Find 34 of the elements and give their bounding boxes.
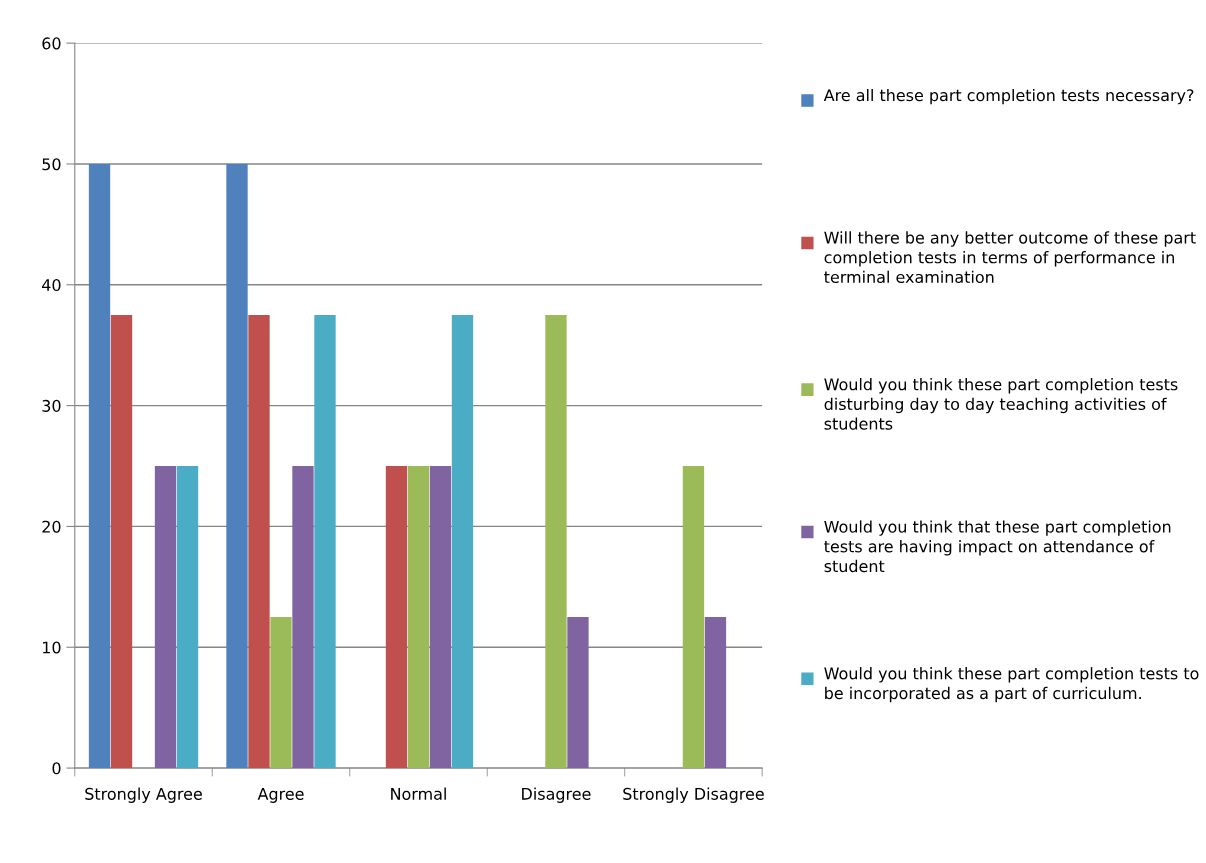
legend-label: Would you think that these part completion tests are having impact on attendance of student [824,520,1171,573]
y-tick-label: 40 [42,279,61,292]
bar [407,466,430,769]
x-tick-label: Strongly Disagree [623,787,764,803]
legend-label: Would you think these part completion tests to be incorporated as a part of curriculum. [824,667,1199,703]
x-tick-label: Agree [257,788,304,803]
legend-label: Will there be any better outcome of these part completion tests in terms of performance in terminal examination [824,231,1196,284]
x-tick-label: Strongly Agree [85,787,202,803]
bar [176,466,199,769]
y-tick-label: 30 [42,399,61,412]
y-tick-label: 10 [43,641,61,654]
bar [385,466,408,769]
legend-label: Are all these part completion tests necessary? [823,88,1194,105]
bar [270,617,292,769]
bar [110,315,133,769]
y-tick-label: 0 [52,762,61,775]
bar [314,315,336,769]
bar [248,315,270,769]
y-tick-label: 60 [42,37,61,50]
bar [226,163,248,769]
y-tick-label: 20 [42,520,61,533]
legend-label: Would you think these part completion tests disturbing day to day teaching activities of students [824,377,1178,430]
bar [545,315,567,769]
bar [704,617,727,769]
x-tick-label: Disagree [522,787,591,803]
bar [682,466,705,769]
y-tick-label: 50 [42,158,61,171]
bar [567,617,589,769]
x-tick-label: Normal [391,787,446,800]
bar [451,315,474,769]
bar [154,466,177,769]
bar [88,163,111,769]
bar [429,466,452,769]
bar [292,466,314,769]
